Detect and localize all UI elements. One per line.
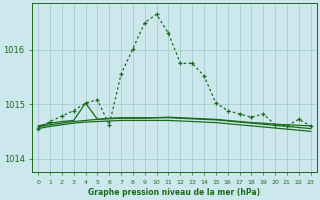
X-axis label: Graphe pression niveau de la mer (hPa): Graphe pression niveau de la mer (hPa) xyxy=(88,188,260,197)
